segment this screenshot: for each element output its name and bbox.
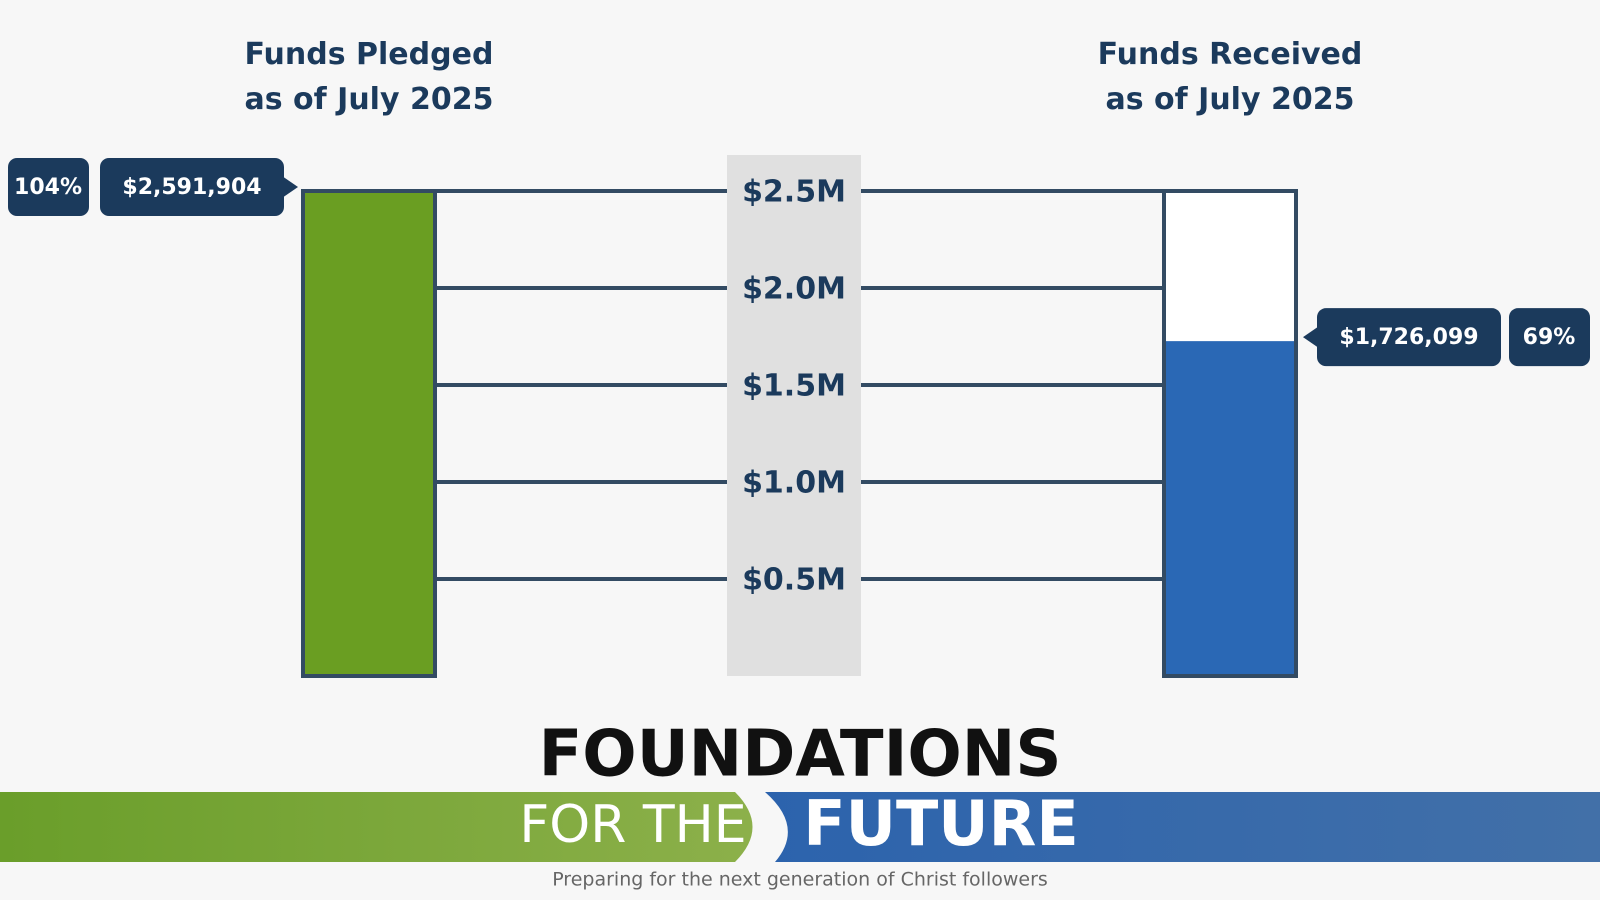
- footer-title: FOUNDATIONS: [539, 718, 1062, 792]
- value-label-box: [1317, 308, 1501, 367]
- bar: [1164, 341, 1296, 676]
- value-label: $1,726,099: [1339, 325, 1478, 350]
- category-title: Funds Received as of July 2025: [1097, 37, 1363, 117]
- y-tick-label: $1.0M: [742, 466, 846, 501]
- value-label-pointer: [282, 176, 298, 198]
- value-label-box: [100, 158, 284, 216]
- value-label-pointer: [1303, 326, 1319, 349]
- y-tick-label: $1.5M: [742, 369, 846, 404]
- y-tick-label: $0.5M: [742, 563, 846, 598]
- footer-band-green: [0, 792, 753, 862]
- percent-label: 104%: [14, 175, 82, 200]
- value-label: $2,591,904: [122, 175, 261, 200]
- footer-band-blue: [765, 792, 1600, 862]
- bar: [303, 191, 435, 676]
- percent-box: [1509, 308, 1590, 367]
- container-outline: [301, 189, 437, 678]
- percent-label: 69%: [1523, 325, 1576, 350]
- y-tick-label: $2.0M: [742, 272, 846, 307]
- footer-line2: FUTURE: [803, 787, 1078, 860]
- footer-line1: FOR THE: [519, 795, 746, 855]
- percent-box: [8, 158, 89, 216]
- footer-tagline: Preparing for the next generation of Chr…: [552, 869, 1048, 891]
- axis-band: [727, 155, 861, 676]
- container-outline: [1162, 189, 1298, 678]
- category-title: Funds Pledged as of July 2025: [244, 37, 494, 117]
- y-tick-label: $2.5M: [742, 175, 846, 210]
